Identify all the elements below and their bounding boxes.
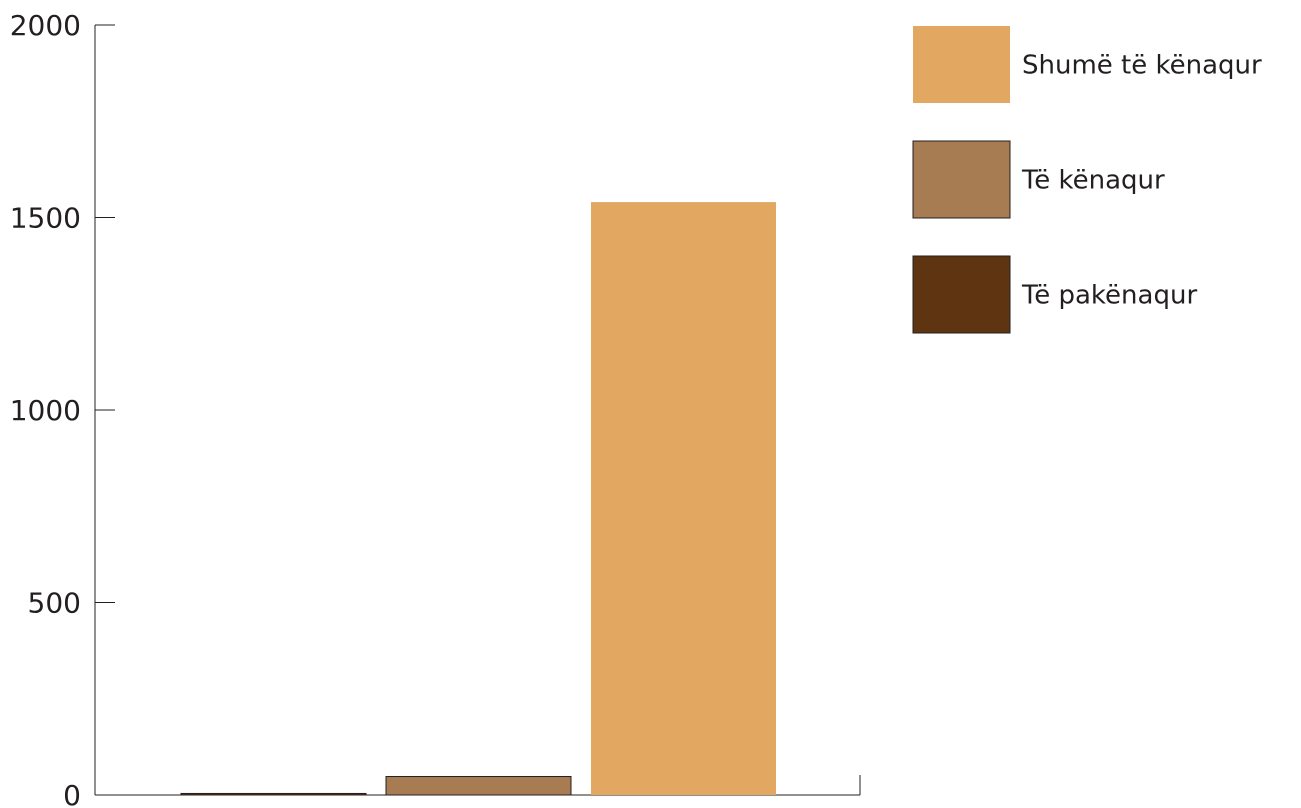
legend-swatch xyxy=(912,140,1011,219)
bar xyxy=(180,792,367,796)
chart-axes: 0 500 1000 1500 2000 xyxy=(10,9,861,808)
legend-label: Të pakënaqur xyxy=(1021,281,1197,311)
y-tick-label: 500 xyxy=(28,587,81,620)
y-tick-label: 0 xyxy=(63,779,81,808)
legend-label: Shumë të kënaqur xyxy=(1022,51,1262,81)
y-tick-label: 1500 xyxy=(10,202,81,235)
legend-swatch xyxy=(913,26,1010,103)
legend-label: Të kënaqur xyxy=(1021,166,1165,196)
legend-swatch xyxy=(912,255,1011,334)
chart-legend: Shumë të kënaqur Të kënaqur Të pakënaqur xyxy=(912,26,1262,334)
y-tick-label: 2000 xyxy=(10,9,81,42)
bar xyxy=(385,776,572,796)
chart-bars xyxy=(180,202,776,796)
bar xyxy=(591,202,776,796)
y-tick-label: 1000 xyxy=(10,394,81,427)
